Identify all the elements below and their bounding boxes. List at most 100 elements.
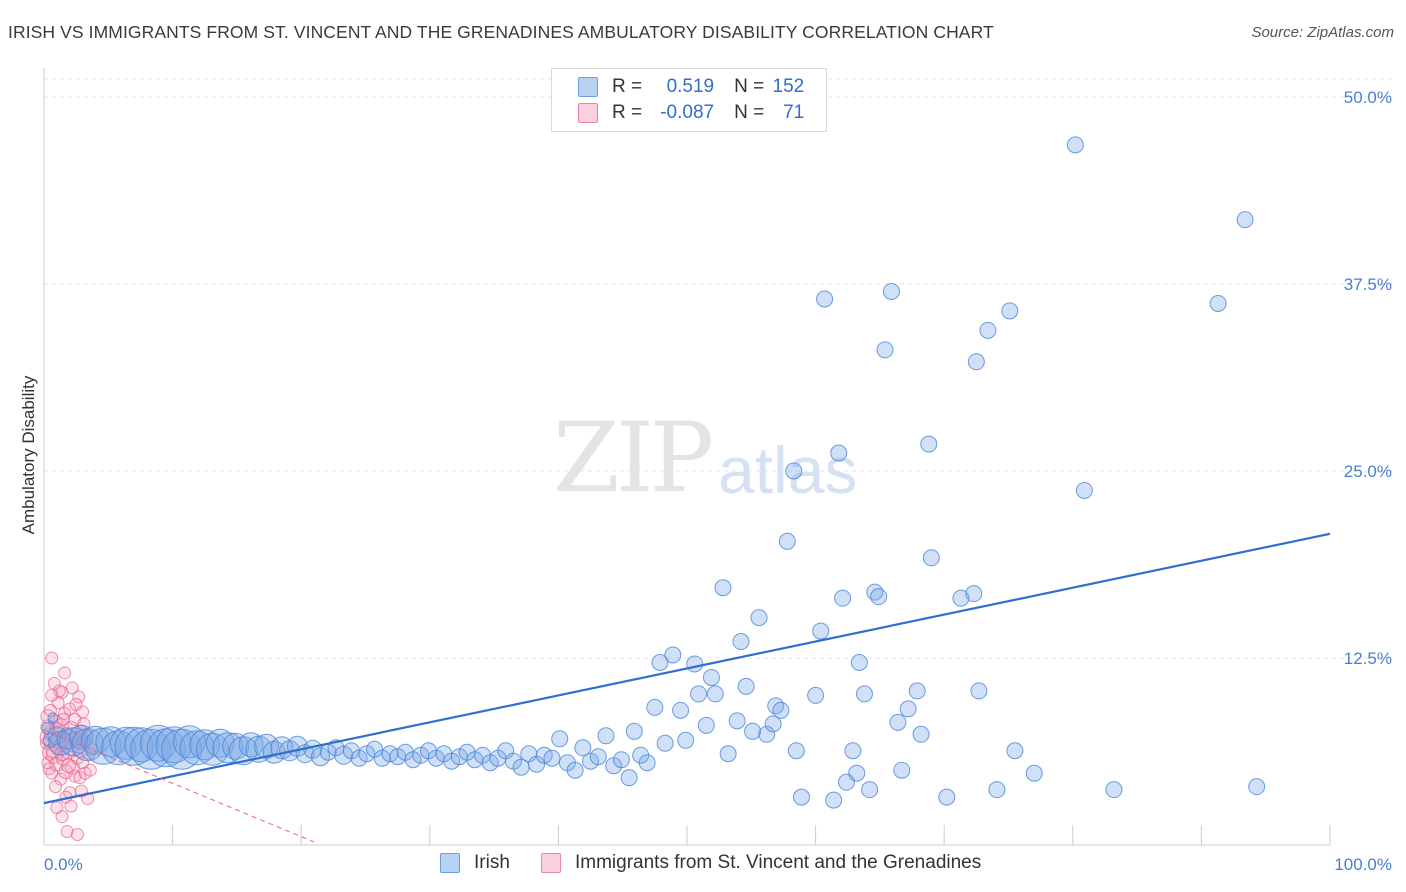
legend-r-label: R = bbox=[612, 102, 643, 123]
irish-point bbox=[702, 668, 720, 686]
st-vincent-point bbox=[60, 825, 74, 839]
irish-point bbox=[1006, 742, 1024, 760]
irish-point bbox=[612, 751, 630, 769]
irish-point bbox=[677, 731, 695, 749]
gridlines bbox=[44, 78, 1392, 659]
irish-point bbox=[189, 729, 221, 761]
legend-item-irish[interactable]: Irish bbox=[440, 852, 510, 874]
irish-point bbox=[834, 589, 852, 607]
irish-point bbox=[1025, 764, 1043, 782]
irish-point bbox=[253, 733, 279, 759]
irish-point bbox=[228, 736, 258, 766]
st-vincent-point bbox=[83, 763, 97, 777]
irish-point bbox=[767, 697, 785, 715]
irish-point bbox=[334, 745, 354, 765]
st-vincent-point bbox=[63, 702, 77, 716]
irish-point bbox=[965, 585, 983, 603]
legend-swatch-st-vincent bbox=[541, 853, 561, 873]
irish-point bbox=[970, 682, 988, 700]
irish-point bbox=[816, 290, 834, 308]
legend-r-value: 0.519 bbox=[666, 76, 715, 97]
irish-point bbox=[899, 700, 917, 718]
irish-point bbox=[172, 725, 206, 759]
irish-point bbox=[1066, 136, 1084, 154]
x-tick-label: 100.0% bbox=[1334, 855, 1392, 874]
irish-point bbox=[889, 713, 907, 731]
irish-point bbox=[870, 588, 888, 606]
st-vincent-point bbox=[45, 651, 59, 665]
irish-point bbox=[772, 701, 790, 719]
irish-point bbox=[952, 589, 970, 607]
irish-point bbox=[80, 725, 110, 755]
legend-n-label: N = bbox=[734, 76, 765, 97]
st-vincent-point bbox=[45, 688, 59, 702]
irish-point bbox=[706, 685, 724, 703]
legend-item-st-vincent[interactable]: Immigrants from St. Vincent and the Gren… bbox=[541, 852, 981, 874]
chart-title: IRISH VS IMMIGRANTS FROM ST. VINCENT AND… bbox=[8, 22, 994, 42]
irish-point bbox=[690, 685, 708, 703]
st-vincent-point bbox=[68, 769, 82, 783]
st-vincent-point bbox=[49, 780, 63, 794]
st-vincent-point bbox=[43, 703, 57, 717]
legend-swatch-irish bbox=[578, 77, 598, 97]
irish-point bbox=[882, 282, 900, 300]
irish-point bbox=[1001, 302, 1019, 320]
irish-point bbox=[728, 712, 746, 730]
irish-point bbox=[778, 532, 796, 550]
irish-point bbox=[310, 747, 330, 767]
irish-point bbox=[744, 722, 762, 740]
x-tick-label: 0.0% bbox=[44, 855, 83, 874]
irish-point bbox=[719, 745, 737, 763]
irish-point bbox=[938, 788, 956, 806]
irish-point bbox=[825, 791, 843, 809]
irish-point bbox=[697, 716, 715, 734]
st-vincent-point bbox=[65, 681, 79, 695]
st-vincent-point bbox=[72, 690, 86, 704]
legend-r-value: -0.087 bbox=[660, 102, 715, 123]
irish-point bbox=[922, 549, 940, 567]
irish-point bbox=[686, 655, 704, 673]
st-vincent-point bbox=[60, 758, 76, 774]
st-vincent-point bbox=[58, 666, 72, 680]
irish-point bbox=[646, 698, 664, 716]
watermark-atlas: atlas bbox=[718, 433, 858, 507]
tick-labels: 12.5% 25.0% 37.5% 50.0% 0.0% 100.0% Ambulatory… bbox=[19, 88, 1392, 874]
irish-point bbox=[855, 685, 873, 703]
irish-point bbox=[651, 653, 669, 671]
irish-point bbox=[850, 653, 868, 671]
legend-r-label: R = bbox=[612, 76, 643, 97]
irish-point bbox=[625, 722, 643, 740]
irish-point bbox=[620, 769, 638, 787]
legend-swatch-irish bbox=[440, 853, 460, 873]
irish-point bbox=[750, 609, 768, 627]
st-vincent-point bbox=[76, 756, 90, 770]
irish-point bbox=[861, 781, 879, 799]
y-tick-label: 50.0% bbox=[1344, 88, 1392, 107]
irish-point bbox=[114, 726, 154, 766]
y-axis-label: Ambulatory Disability bbox=[19, 375, 38, 534]
irish-point bbox=[908, 682, 926, 700]
y-tick-label: 25.0% bbox=[1344, 462, 1392, 481]
irish-point bbox=[967, 353, 985, 371]
irish-point bbox=[95, 726, 127, 758]
irish-point bbox=[893, 761, 911, 779]
axes bbox=[43, 68, 1331, 846]
trend-lines bbox=[43, 532, 1331, 843]
legend-row-irish: R = 0.519 N = 152 bbox=[578, 75, 804, 99]
source-credit: Source: ZipAtlas.com bbox=[1251, 24, 1394, 41]
irish-point bbox=[566, 761, 584, 779]
irish-point bbox=[139, 724, 177, 762]
irish-point bbox=[758, 725, 776, 743]
st-vincent-point bbox=[42, 762, 56, 776]
irish-point bbox=[161, 728, 203, 770]
irish-point bbox=[848, 764, 866, 782]
irish-point bbox=[737, 677, 755, 695]
irish-point bbox=[543, 749, 561, 767]
legend-swatch-st-vincent bbox=[578, 103, 598, 123]
irish-point bbox=[1209, 294, 1227, 312]
watermark-zip: ZIP bbox=[553, 402, 714, 514]
irish-point bbox=[787, 742, 805, 760]
irish-point bbox=[844, 742, 862, 760]
irish-point bbox=[979, 321, 997, 339]
